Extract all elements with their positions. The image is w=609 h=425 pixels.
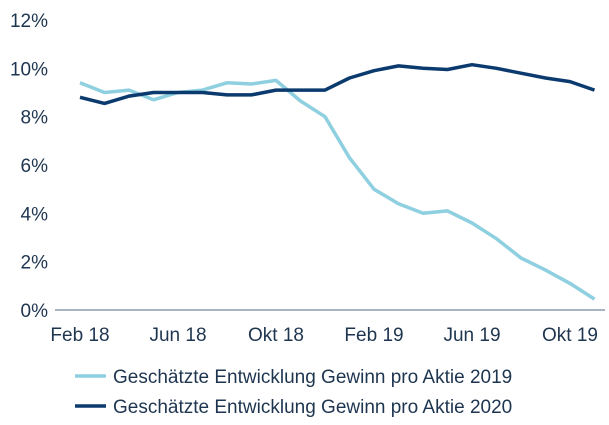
x-tick-label: Feb 19 bbox=[344, 325, 403, 346]
y-tick-label: 2% bbox=[21, 253, 49, 274]
y-axis: 0% 2% 4% 6% 8% 10% 12% bbox=[10, 11, 48, 322]
y-tick-label: 8% bbox=[21, 108, 49, 129]
x-tick-label: Feb 18 bbox=[50, 325, 109, 346]
y-tick-label: 12% bbox=[10, 11, 48, 32]
x-tick-label: Jun 19 bbox=[443, 325, 500, 346]
x-tick-label: Okt 18 bbox=[248, 325, 304, 346]
y-tick-label: 0% bbox=[21, 301, 49, 322]
series-line-2 bbox=[79, 62, 596, 106]
y-tick-label: 6% bbox=[21, 156, 49, 177]
y-tick-label: 4% bbox=[21, 204, 49, 225]
series-line-1 bbox=[79, 78, 596, 301]
x-tick-label: Jun 18 bbox=[149, 325, 206, 346]
x-axis: Feb 18 Jun 18 Okt 18 Feb 19 Jun 19 Okt 19 bbox=[50, 325, 598, 346]
y-tick-label: 10% bbox=[10, 59, 48, 80]
legend: Geschätzte Entwicklung Gewinn pro Aktie … bbox=[75, 367, 512, 418]
series-lines bbox=[79, 62, 596, 301]
legend-label: Geschätzte Entwicklung Gewinn pro Aktie … bbox=[113, 367, 512, 388]
x-tick-label: Okt 19 bbox=[542, 325, 598, 346]
legend-label: Geschätzte Entwicklung Gewinn pro Aktie … bbox=[113, 397, 512, 418]
